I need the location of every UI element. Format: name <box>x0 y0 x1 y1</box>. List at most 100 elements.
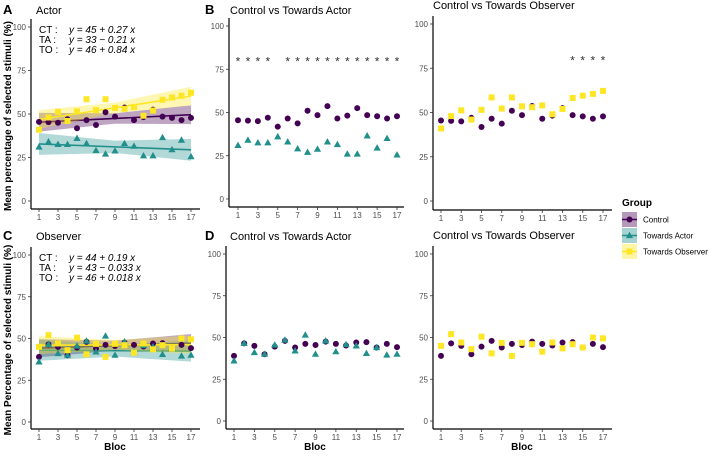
significance-asterisk: * <box>305 55 310 69</box>
point-TA <box>363 350 370 356</box>
point-CT <box>600 344 606 350</box>
x-tick-label: 15 <box>578 214 587 223</box>
y-tick-label: 75 <box>17 293 26 302</box>
point-TO <box>570 95 576 101</box>
y-tick-label: 75 <box>17 67 26 76</box>
panel-title: Control vs Towards Actor <box>230 231 352 243</box>
point-CT <box>275 124 281 130</box>
point-TO <box>141 113 147 119</box>
point-TO <box>438 343 444 349</box>
equation-label: TO : <box>39 45 58 56</box>
x-tick-label: 13 <box>149 213 158 222</box>
point-TO <box>499 106 505 112</box>
point-TA <box>274 133 281 139</box>
x-tick-label: 13 <box>353 211 362 220</box>
point-TO <box>560 345 566 351</box>
x-tick-label: 17 <box>187 213 196 222</box>
point-TO <box>458 107 464 113</box>
point-CT <box>179 117 185 123</box>
point-TO <box>131 104 137 110</box>
point-TO <box>103 96 109 102</box>
x-tick-label: 7 <box>94 213 99 222</box>
x-tick-label: 17 <box>599 214 608 223</box>
point-CT <box>560 340 566 346</box>
point-TO <box>160 342 166 348</box>
panel-letter: B <box>205 2 214 17</box>
point-CT <box>438 353 444 359</box>
x-axis-title-d2: Bloc <box>511 442 533 453</box>
point-CT <box>315 112 321 118</box>
point-TO <box>103 354 109 360</box>
significance-asterisk: * <box>570 53 575 67</box>
significance-asterisk: * <box>395 55 400 69</box>
significance-asterisk: * <box>591 53 596 67</box>
legend-label: Control <box>643 216 669 225</box>
y-tick-label: 50 <box>17 110 26 119</box>
y-tick-label: 100 <box>208 250 222 259</box>
point-TO <box>529 104 535 110</box>
x-tick-label: 13 <box>149 433 158 442</box>
point-CT <box>590 341 596 347</box>
point-CT <box>169 115 175 121</box>
point-TO <box>93 341 99 347</box>
point-CT <box>384 341 390 347</box>
y-tick-label: 50 <box>215 109 224 118</box>
y-tick-label: 0 <box>220 195 225 204</box>
point-CT <box>302 341 308 347</box>
point-TA <box>304 148 311 154</box>
x-tick-label: 9 <box>113 433 118 442</box>
point-TA <box>364 132 371 138</box>
y-tick-label: 0 <box>424 197 429 206</box>
point-CT <box>458 118 464 124</box>
x-tick-label: 9 <box>113 213 118 222</box>
x-tick-label: 5 <box>479 214 484 223</box>
legend-marker <box>627 249 633 255</box>
point-CT <box>313 342 319 348</box>
point-TO <box>580 93 586 99</box>
x-tick-label: 1 <box>232 433 237 442</box>
point-CT <box>570 112 576 118</box>
point-TO <box>570 341 576 347</box>
panel-letter: D <box>205 228 214 243</box>
panel-title: Observer <box>36 231 82 243</box>
point-TA <box>354 150 361 156</box>
point-TO <box>468 117 474 123</box>
y-tick-label: 50 <box>419 109 428 118</box>
x-tick-label: 17 <box>393 211 402 220</box>
significance-asterisk: * <box>315 55 320 69</box>
y-axis-title-top: Mean percentage of selected stimuli (%) <box>3 21 14 211</box>
point-TO <box>479 107 485 113</box>
point-CT <box>394 344 400 350</box>
point-TO <box>519 103 525 109</box>
x-tick-label: 9 <box>520 433 525 442</box>
point-TA <box>312 350 319 356</box>
y-tick-label: 75 <box>212 292 221 301</box>
point-CT <box>479 124 485 130</box>
x-tick-label: 13 <box>558 433 567 442</box>
point-TO <box>479 334 485 340</box>
significance-asterisk: * <box>295 55 300 69</box>
x-tick-label: 7 <box>500 214 505 223</box>
x-tick-label: 1 <box>37 433 42 442</box>
point-TO <box>519 340 525 346</box>
point-TA <box>324 138 331 144</box>
point-CT <box>374 113 380 119</box>
significance-asterisk: * <box>265 55 270 69</box>
point-TO <box>150 108 156 114</box>
point-CT <box>265 115 271 121</box>
y-tick-label: 100 <box>13 251 27 260</box>
x-tick-label: 1 <box>236 211 241 220</box>
point-TO <box>458 340 464 346</box>
significance-asterisk: * <box>345 55 350 69</box>
x-tick-label: 3 <box>56 213 61 222</box>
point-TO <box>590 335 596 341</box>
point-TO <box>580 345 586 351</box>
point-TO <box>509 353 515 359</box>
point-CT <box>74 125 80 131</box>
point-TO <box>112 341 118 347</box>
point-TA <box>254 139 261 145</box>
point-TO <box>468 346 474 352</box>
